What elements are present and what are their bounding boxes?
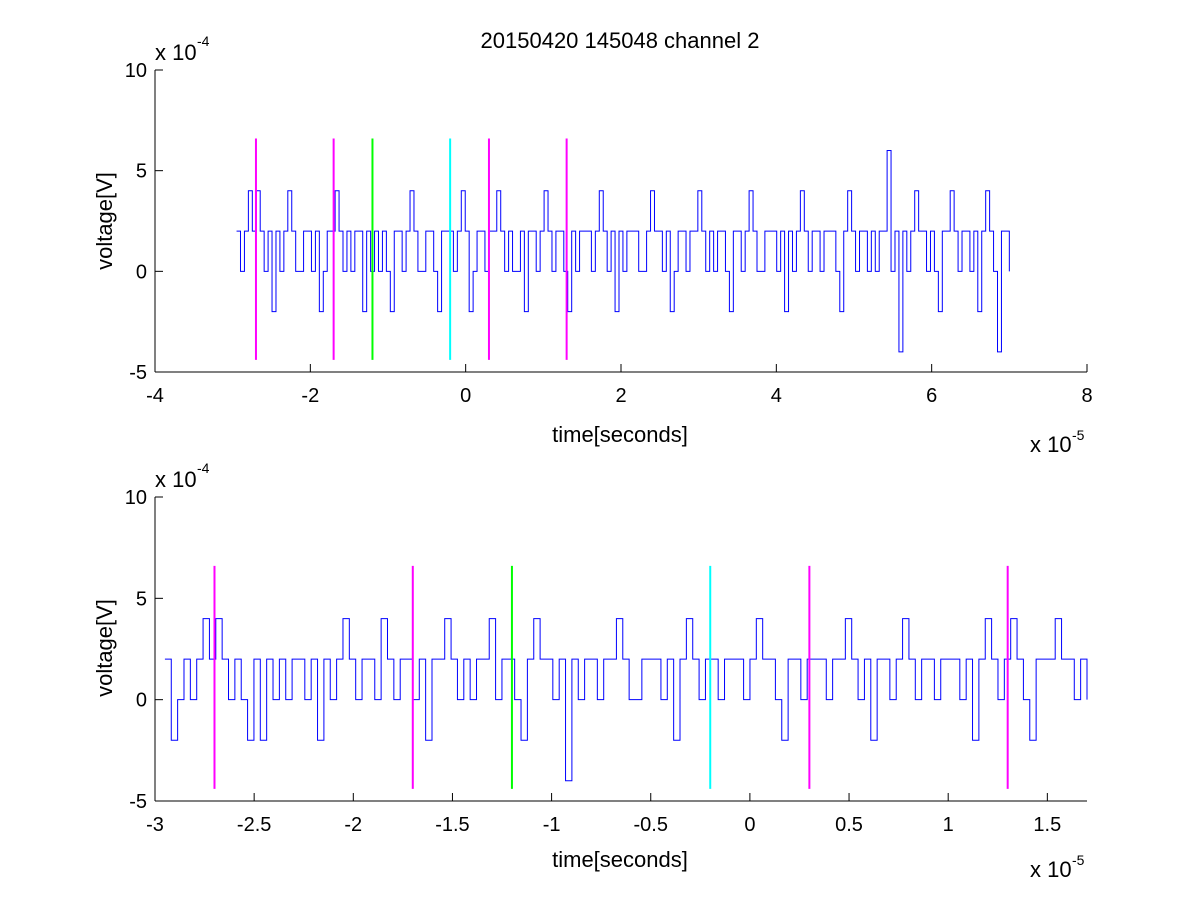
top-y-tick-label: 5 [136,161,147,183]
top-y-tick-label: 0 [136,261,147,283]
top-y-tick-label: 10 [125,60,147,82]
top-x-axis-label: time[seconds] [552,422,688,447]
top-x-tick-label: 2 [615,385,626,407]
bottom-x-tick-label: 1.5 [1033,814,1061,836]
top-plot: time[seconds] voltage[V] x 10 -5 x 10 -4… [92,33,1093,457]
bottom-x-tick-label: -0.5 [634,814,668,836]
bottom-x-tick-label: -1 [543,814,561,836]
bottom-x-tick-label: 0 [744,814,755,836]
bottom-y-tick-label: 10 [125,487,147,509]
top-x-tick-label: 0 [460,385,471,407]
top-x-tick-label: -4 [146,385,164,407]
bottom-y-multiplier: x 10 [155,467,197,492]
top-signal-line [236,150,1010,353]
bottom-signal-line [164,618,1088,782]
bottom-x-tick-label: -1.5 [435,814,469,836]
top-x-multiplier: x 10 [1030,432,1072,457]
bottom-x-axis-label: time[seconds] [552,847,688,872]
top-y-axis-label: voltage[V] [92,172,117,270]
bottom-x-tick-label: 0.5 [835,814,863,836]
bottom-x-multiplier: x 10 [1030,857,1072,882]
bottom-x-tick-label: -2 [344,814,362,836]
top-x-tick-label: 8 [1081,385,1092,407]
chart-title: 20150420 145048 channel 2 [481,28,760,53]
bottom-y-tick-label: 0 [136,690,147,712]
bottom-y-tick-label: 5 [136,588,147,610]
top-x-multiplier-exponent: -5 [1072,427,1085,443]
top-y-tick-label: -5 [129,362,147,384]
top-x-tick-label: 4 [771,385,782,407]
bottom-x-tick-label: 1 [943,814,954,836]
bottom-plot: time[seconds] voltage[V] x 10 -5 x 10 -4… [92,460,1088,882]
bottom-y-axis-label: voltage[V] [92,599,117,697]
bottom-x-tick-label: -2.5 [237,814,271,836]
bottom-x-tick-label: -3 [146,814,164,836]
bottom-x-multiplier-exponent: -5 [1072,852,1085,868]
bottom-y-multiplier-exponent: -4 [197,460,210,476]
bottom-y-tick-label: -5 [129,791,147,813]
top-y-multiplier: x 10 [155,40,197,65]
top-y-multiplier-exponent: -4 [197,33,210,49]
top-x-tick-label: -2 [301,385,319,407]
top-x-tick-label: 6 [926,385,937,407]
